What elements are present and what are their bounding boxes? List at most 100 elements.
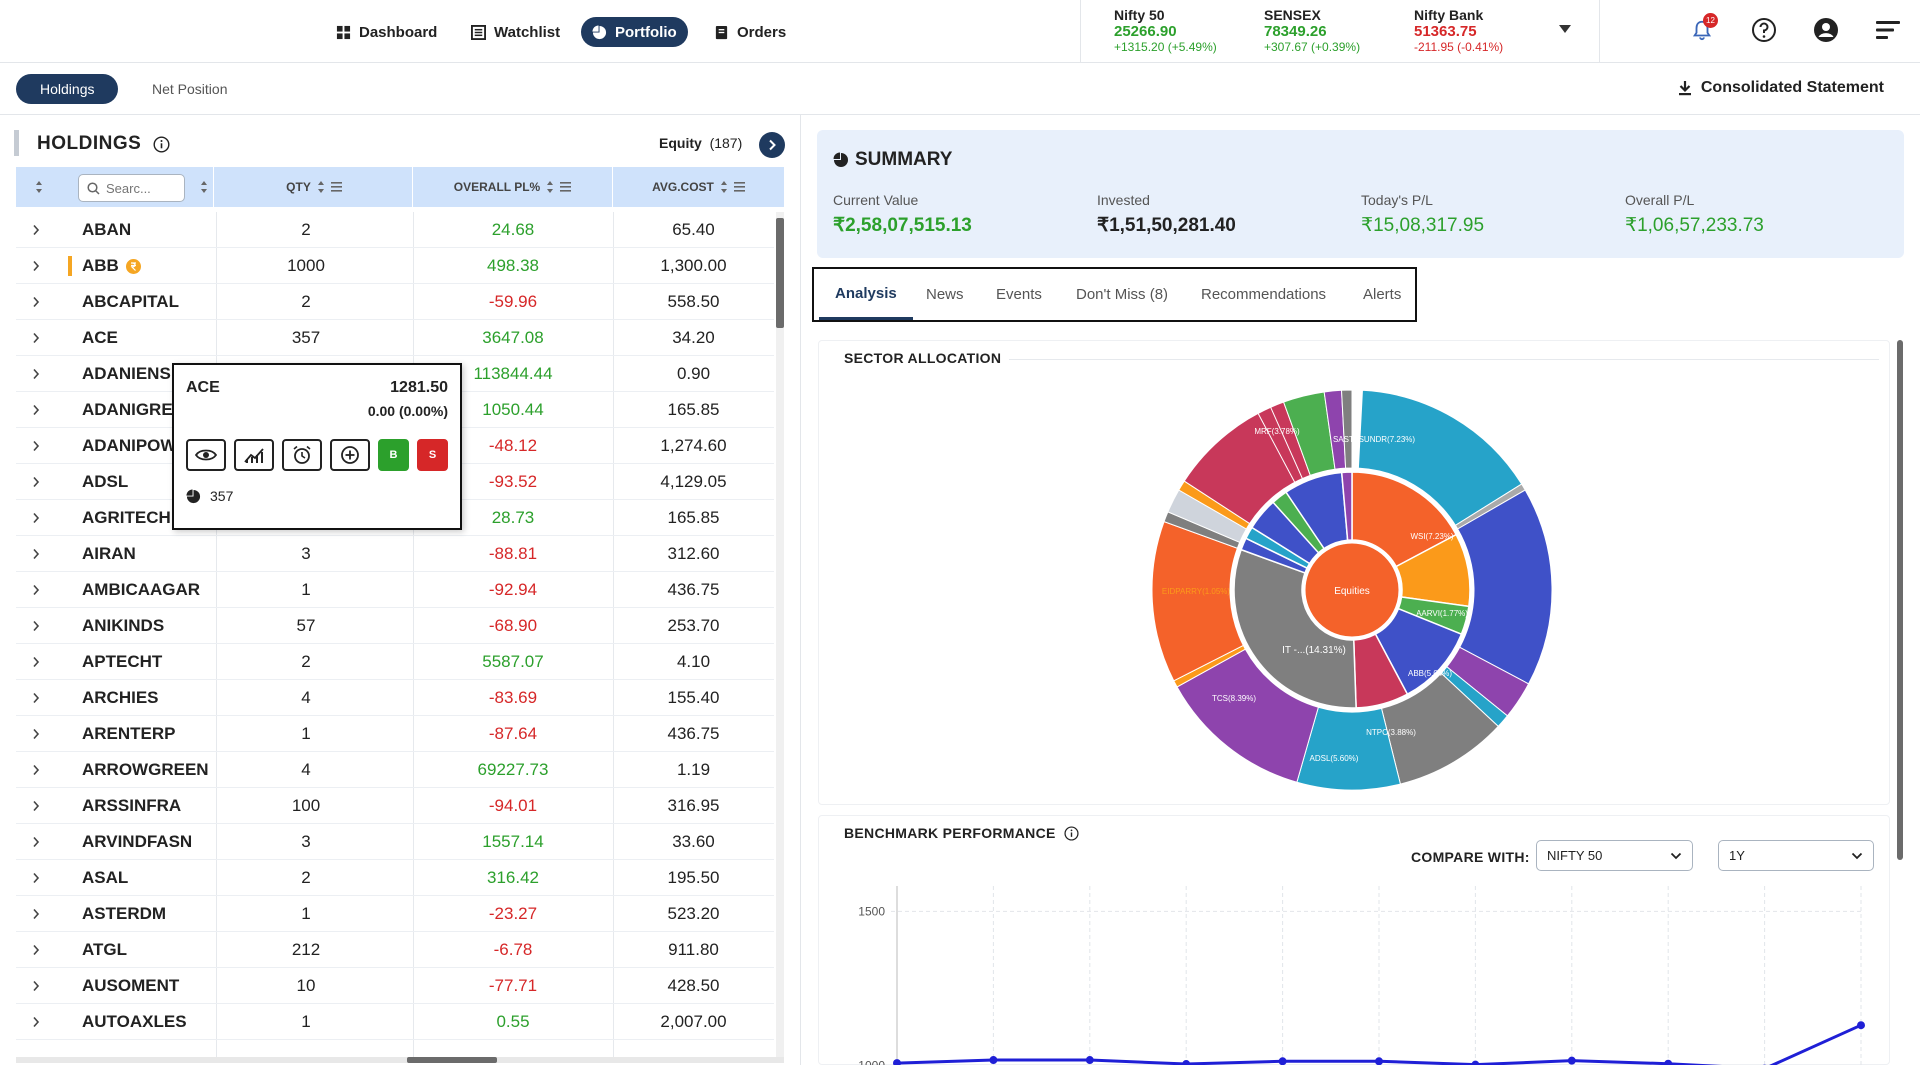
table-row[interactable]: AMBICAAGAR 1 -92.94 436.75 — [16, 572, 774, 608]
table-row[interactable]: AGRITECH 28.73 165.85 — [16, 500, 774, 536]
consolidated-statement-button[interactable]: Consolidated Statement — [1678, 79, 1884, 97]
series-point[interactable] — [989, 1056, 998, 1065]
expand-row-button[interactable] — [16, 392, 56, 428]
holding-symbol[interactable]: ASTERDM — [82, 896, 212, 932]
symbol-search-box[interactable] — [78, 174, 185, 202]
holding-symbol[interactable]: AUSOMENT — [82, 968, 212, 1004]
popup-add-button[interactable] — [330, 439, 370, 471]
expand-row-button[interactable] — [16, 860, 56, 896]
tab-events[interactable]: Events — [996, 286, 1042, 303]
sunburst-inner-segment[interactable] — [1351, 471, 1458, 568]
table-row[interactable]: APTECHT 2 5587.07 4.10 — [16, 644, 774, 680]
index-niftybank[interactable]: Nifty Bank 51363.75 -211.95 (-0.41%) — [1414, 7, 1503, 54]
expand-row-button[interactable] — [16, 320, 56, 356]
table-row[interactable]: AUTOAXLES 1 0.55 2,007.00 — [16, 1004, 774, 1040]
tab-holdings[interactable]: Holdings — [16, 74, 119, 104]
symbol-sort[interactable] — [194, 167, 214, 207]
holding-symbol[interactable]: ARSSINFRA — [82, 788, 212, 824]
help-button[interactable] — [1749, 15, 1779, 45]
expand-row-button[interactable] — [16, 572, 56, 608]
sunburst-outer-segment[interactable] — [1341, 389, 1353, 469]
popup-alert-button[interactable] — [282, 439, 322, 471]
table-row[interactable]: ARSSINFRA 100 -94.01 316.95 — [16, 788, 774, 824]
series-point[interactable] — [1085, 1056, 1094, 1065]
expand-row-button[interactable] — [16, 824, 56, 860]
expand-row-button[interactable] — [16, 284, 56, 320]
holding-symbol[interactable]: ADSL — [82, 464, 212, 500]
holding-symbol[interactable]: ARCHIES — [82, 680, 212, 716]
expand-row-button[interactable] — [16, 788, 56, 824]
info-icon[interactable] — [1064, 825, 1079, 841]
holding-symbol[interactable]: ABCAPITAL — [82, 284, 212, 320]
holding-symbol[interactable]: ADANIPOW — [82, 428, 212, 464]
sunburst-outer-segment[interactable] — [1257, 406, 1304, 483]
notifications-button[interactable]: 12 — [1687, 13, 1718, 45]
table-horizontal-scrollbar-thumb[interactable] — [407, 1057, 497, 1063]
holding-symbol[interactable]: APTECHT — [82, 644, 212, 680]
series-point[interactable] — [1857, 1021, 1865, 1030]
nav-orders[interactable]: Orders — [703, 17, 797, 47]
table-row[interactable]: ATGL 212 -6.78 911.80 — [16, 932, 774, 968]
table-row[interactable]: ABAN 2 24.68 65.40 — [16, 212, 774, 248]
right-panel-scrollbar[interactable] — [1897, 340, 1903, 860]
holding-symbol[interactable]: ACE — [82, 320, 212, 356]
index-nifty50[interactable]: Nifty 50 25266.90 +1315.20 (+5.49%) — [1114, 7, 1217, 54]
sunburst-inner-segment[interactable] — [1233, 548, 1357, 709]
expand-row-button[interactable] — [16, 932, 56, 968]
expand-row-button[interactable] — [16, 608, 56, 644]
profile-button[interactable] — [1811, 15, 1841, 45]
table-row[interactable]: ACE 357 3647.08 34.20 — [16, 320, 774, 356]
tab-recommendations[interactable]: Recommendations — [1201, 286, 1327, 303]
menu-button[interactable] — [1873, 15, 1903, 45]
expand-row-button[interactable] — [16, 428, 56, 464]
holding-symbol[interactable]: AGRITECH — [82, 500, 212, 536]
expand-row-button[interactable] — [16, 500, 56, 536]
nav-dashboard[interactable]: Dashboard — [325, 17, 448, 47]
holding-symbol[interactable]: AMBICAAGAR — [82, 572, 212, 608]
holding-symbol[interactable]: ARENTERP — [82, 716, 212, 752]
qty-column-header[interactable]: QTY — [216, 167, 413, 207]
expand-row-button[interactable] — [16, 248, 56, 284]
table-row[interactable]: ASTERDM 1 -23.27 523.20 — [16, 896, 774, 932]
holding-symbol[interactable]: AIRAN — [82, 536, 212, 572]
pl-column-header[interactable]: OVERALL PL% — [413, 167, 613, 207]
table-row[interactable]: ARENTERP 1 -87.64 436.75 — [16, 716, 774, 752]
expand-row-button[interactable] — [16, 536, 56, 572]
holding-symbol[interactable]: AUTOAXLES — [82, 1004, 212, 1040]
expand-row-button[interactable] — [16, 752, 56, 788]
series-point[interactable] — [1567, 1056, 1576, 1065]
holding-symbol[interactable]: ARROWGREEN — [82, 752, 212, 788]
popup-sell-button[interactable]: S — [417, 439, 448, 471]
equity-filter[interactable]: Equity (187) — [659, 135, 742, 151]
table-row[interactable]: ABB 1000 498.38 1,300.00 — [16, 248, 774, 284]
table-vertical-scrollbar[interactable] — [776, 212, 784, 1057]
expand-row-button[interactable] — [16, 716, 56, 752]
series-point[interactable] — [893, 1059, 901, 1065]
series-point[interactable] — [1664, 1059, 1673, 1065]
table-row[interactable]: AUSOMENT 10 -77.71 428.50 — [16, 968, 774, 1004]
symbol-search-input[interactable] — [106, 180, 176, 196]
indices-dropdown-icon[interactable] — [1559, 25, 1571, 33]
series-point[interactable] — [1278, 1057, 1287, 1065]
expand-sort-header[interactable] — [16, 167, 61, 207]
sunburst-center[interactable] — [1302, 540, 1402, 640]
nav-watchlist[interactable]: Watchlist — [460, 17, 571, 47]
popup-buy-button[interactable]: B — [378, 439, 409, 471]
holding-symbol[interactable]: ADANIGRE — [82, 392, 212, 428]
expand-row-button[interactable] — [16, 464, 56, 500]
avg-column-header[interactable]: AVG.COST — [613, 167, 784, 207]
holding-symbol[interactable]: ADANIENS — [82, 356, 212, 392]
compare-index-select[interactable]: NIFTY 50 — [1536, 840, 1693, 871]
equity-next-button[interactable] — [759, 132, 785, 158]
table-horizontal-scrollbar[interactable] — [16, 1057, 784, 1063]
table-row[interactable]: ABCAPITAL 2 -59.96 558.50 — [16, 284, 774, 320]
info-icon[interactable] — [153, 136, 170, 153]
sunburst-inner-segment[interactable] — [1340, 471, 1353, 542]
nav-portfolio[interactable]: Portfolio — [581, 17, 688, 47]
expand-row-button[interactable] — [16, 680, 56, 716]
expand-row-button[interactable] — [16, 896, 56, 932]
holding-symbol[interactable]: ABAN — [82, 212, 212, 248]
table-row[interactable]: ARCHIES 4 -83.69 155.40 — [16, 680, 774, 716]
expand-row-button[interactable] — [16, 1004, 56, 1040]
holding-symbol[interactable]: ANIKINDS — [82, 608, 212, 644]
